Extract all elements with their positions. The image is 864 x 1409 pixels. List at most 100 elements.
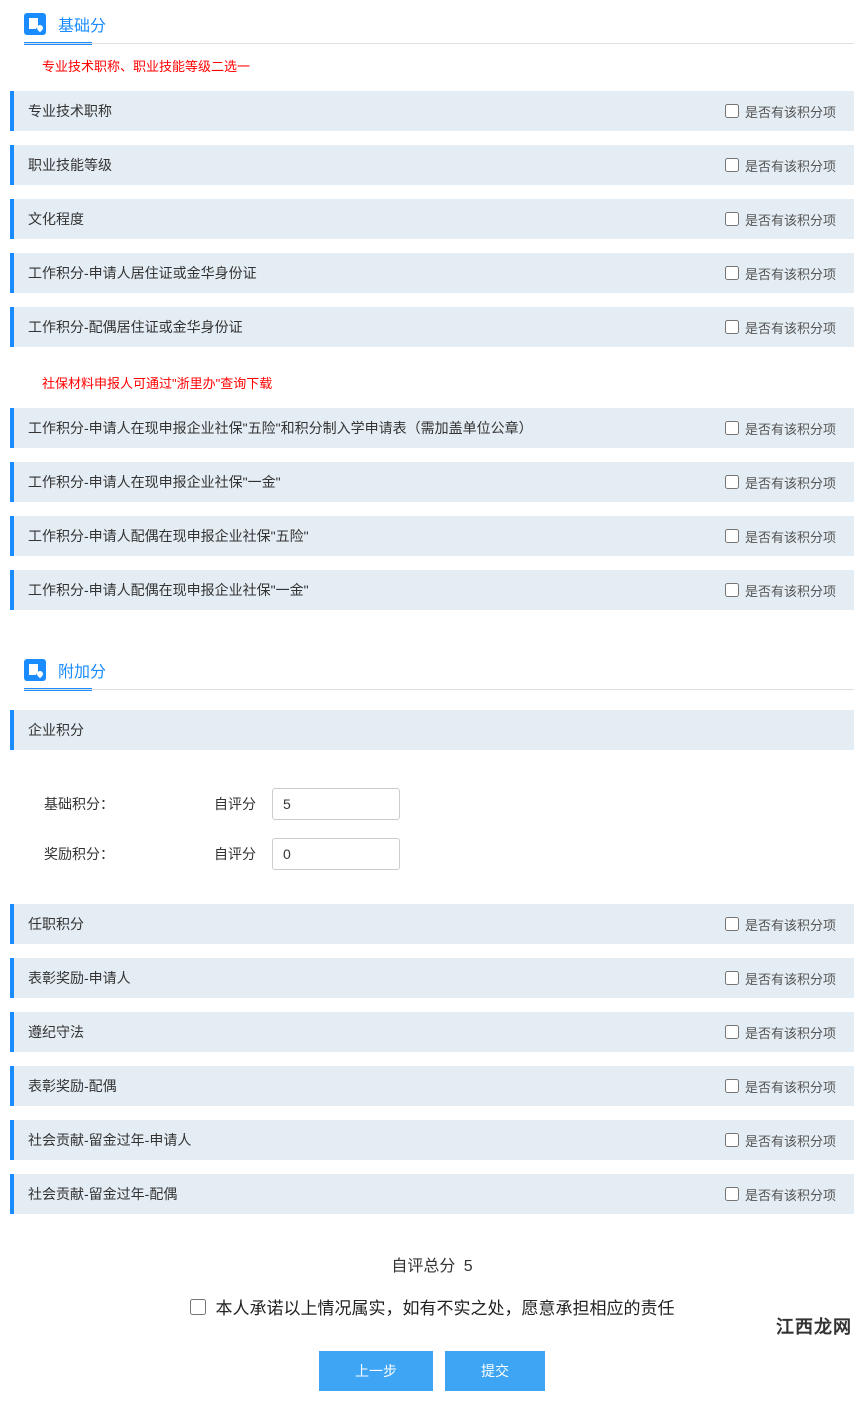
check-has-item[interactable] [725, 1025, 739, 1039]
score-row-applicant-5insurance: 工作积分-申请人在现申报企业社保"五险"和积分制入学申请表（需加盖单位公章） 是… [10, 408, 854, 448]
row-label: 表彰奖励-配偶 [28, 1076, 117, 1096]
prev-button[interactable]: 上一步 [319, 1351, 433, 1391]
check-label: 是否有该积分项 [745, 473, 836, 492]
check-has-item[interactable] [725, 917, 739, 931]
row-check-wrapper[interactable]: 是否有该积分项 [725, 1023, 836, 1042]
pledge-row: 本人承诺以上情况属实，如有不实之处，愿意承担相应的责任 [10, 1290, 854, 1341]
check-has-item[interactable] [725, 421, 739, 435]
watermark: 江西龙网 [776, 1313, 852, 1339]
score-row-award-spouse: 表彰奖励-配偶 是否有该积分项 [10, 1066, 854, 1106]
check-has-item[interactable] [725, 529, 739, 543]
check-label: 是否有该积分项 [745, 527, 836, 546]
check-label: 是否有该积分项 [745, 156, 836, 175]
notice-social-insurance: 社保材料申报人可通过"浙里办"查询下载 [10, 361, 854, 400]
check-label: 是否有该积分项 [745, 1131, 836, 1150]
button-row: 上一步 提交 [10, 1341, 854, 1409]
score-row-spouse-1fund: 工作积分-申请人配偶在现申报企业社保"一金" 是否有该积分项 [10, 570, 854, 610]
section-underline [24, 688, 92, 691]
check-has-item[interactable] [725, 104, 739, 118]
check-label: 是否有该积分项 [745, 102, 836, 121]
check-label: 是否有该积分项 [745, 1077, 836, 1096]
check-has-item[interactable] [725, 1079, 739, 1093]
self-score-label: 自评分 [214, 794, 272, 814]
row-check-wrapper[interactable]: 是否有该积分项 [725, 318, 836, 337]
check-has-item[interactable] [725, 475, 739, 489]
score-row-contribution-applicant: 社会贡献-留金过年-申请人 是否有该积分项 [10, 1120, 854, 1160]
check-label: 是否有该积分项 [745, 419, 836, 438]
check-has-item[interactable] [725, 212, 739, 226]
score-row-applicant-residence: 工作积分-申请人居住证或金华身份证 是否有该积分项 [10, 253, 854, 293]
check-label: 是否有该积分项 [745, 264, 836, 283]
row-check-wrapper[interactable]: 是否有该积分项 [725, 1131, 836, 1150]
row-check-wrapper[interactable]: 是否有该积分项 [725, 969, 836, 988]
row-label: 任职积分 [28, 914, 84, 934]
score-row-spouse-residence: 工作积分-配偶居住证或金华身份证 是否有该积分项 [10, 307, 854, 347]
row-label: 职业技能等级 [28, 155, 112, 175]
row-check-wrapper[interactable]: 是否有该积分项 [725, 102, 836, 121]
check-label: 是否有该积分项 [745, 915, 836, 934]
check-has-item[interactable] [725, 1187, 739, 1201]
row-check-wrapper[interactable]: 是否有该积分项 [725, 1077, 836, 1096]
row-label: 企业积分 [28, 720, 84, 740]
row-label: 表彰奖励-申请人 [28, 968, 131, 988]
base-score-input[interactable] [272, 788, 400, 820]
reward-score-row: 奖励积分： 自评分 [44, 838, 854, 870]
row-label: 工作积分-申请人居住证或金华身份证 [28, 263, 257, 283]
score-row-tech-title: 专业技术职称 是否有该积分项 [10, 91, 854, 131]
row-label: 工作积分-申请人在现申报企业社保"五险"和积分制入学申请表（需加盖单位公章） [28, 418, 533, 438]
row-label: 专业技术职称 [28, 101, 112, 121]
row-check-wrapper[interactable]: 是否有该积分项 [725, 527, 836, 546]
row-label: 工作积分-申请人配偶在现申报企业社保"五险" [28, 526, 309, 546]
row-label: 工作积分-申请人在现申报企业社保"一金" [28, 472, 281, 492]
score-row-contribution-spouse: 社会贡献-留金过年-配偶 是否有该积分项 [10, 1174, 854, 1214]
section-header-basic: 基础分 [10, 4, 854, 44]
form-icon [24, 659, 46, 681]
check-has-item[interactable] [725, 971, 739, 985]
row-check-wrapper[interactable]: 是否有该积分项 [725, 1185, 836, 1204]
check-has-item[interactable] [725, 320, 739, 334]
check-label: 是否有该积分项 [745, 1023, 836, 1042]
row-check-wrapper[interactable]: 是否有该积分项 [725, 581, 836, 600]
check-has-item[interactable] [725, 1133, 739, 1147]
check-label: 是否有该积分项 [745, 581, 836, 600]
row-check-wrapper[interactable]: 是否有该积分项 [725, 419, 836, 438]
row-label: 工作积分-申请人配偶在现申报企业社保"一金" [28, 580, 309, 600]
score-row-spouse-5insurance: 工作积分-申请人配偶在现申报企业社保"五险" 是否有该积分项 [10, 516, 854, 556]
score-row-position: 任职积分 是否有该积分项 [10, 904, 854, 944]
check-has-item[interactable] [725, 583, 739, 597]
row-check-wrapper[interactable]: 是否有该积分项 [725, 156, 836, 175]
base-score-label: 基础积分： [44, 794, 214, 814]
row-label: 社会贡献-留金过年-配偶 [28, 1184, 177, 1204]
reward-score-label: 奖励积分： [44, 844, 214, 864]
enterprise-score-block: 基础积分： 自评分 奖励积分： 自评分 [10, 764, 854, 896]
row-label: 遵纪守法 [28, 1022, 84, 1042]
row-check-wrapper[interactable]: 是否有该积分项 [725, 210, 836, 229]
section-header-extra: 附加分 [10, 650, 854, 690]
reward-score-input[interactable] [272, 838, 400, 870]
score-row-skill-level: 职业技能等级 是否有该积分项 [10, 145, 854, 185]
check-label: 是否有该积分项 [745, 210, 836, 229]
check-label: 是否有该积分项 [745, 318, 836, 337]
row-check-wrapper[interactable]: 是否有该积分项 [725, 264, 836, 283]
submit-button[interactable]: 提交 [445, 1351, 545, 1391]
section-title-basic: 基础分 [58, 12, 106, 36]
row-label: 工作积分-配偶居住证或金华身份证 [28, 317, 243, 337]
total-score-row: 自评总分 5 [10, 1228, 854, 1290]
score-row-education: 文化程度 是否有该积分项 [10, 199, 854, 239]
notice-choice: 专业技术职称、职业技能等级二选一 [10, 44, 854, 83]
score-row-enterprise: 企业积分 [10, 710, 854, 750]
check-has-item[interactable] [725, 158, 739, 172]
form-icon [24, 13, 46, 35]
total-label: 自评总分 [391, 1258, 455, 1275]
check-has-item[interactable] [725, 266, 739, 280]
row-check-wrapper[interactable]: 是否有该积分项 [725, 473, 836, 492]
pledge-text: 本人承诺以上情况属实，如有不实之处，愿意承担相应的责任 [216, 1294, 675, 1319]
section-title-extra: 附加分 [58, 658, 106, 682]
row-label: 社会贡献-留金过年-申请人 [28, 1130, 191, 1150]
score-row-award-applicant: 表彰奖励-申请人 是否有该积分项 [10, 958, 854, 998]
total-value: 5 [464, 1258, 473, 1275]
pledge-checkbox[interactable] [190, 1299, 206, 1315]
row-check-wrapper[interactable]: 是否有该积分项 [725, 915, 836, 934]
check-label: 是否有该积分项 [745, 1185, 836, 1204]
row-label: 文化程度 [28, 209, 84, 229]
